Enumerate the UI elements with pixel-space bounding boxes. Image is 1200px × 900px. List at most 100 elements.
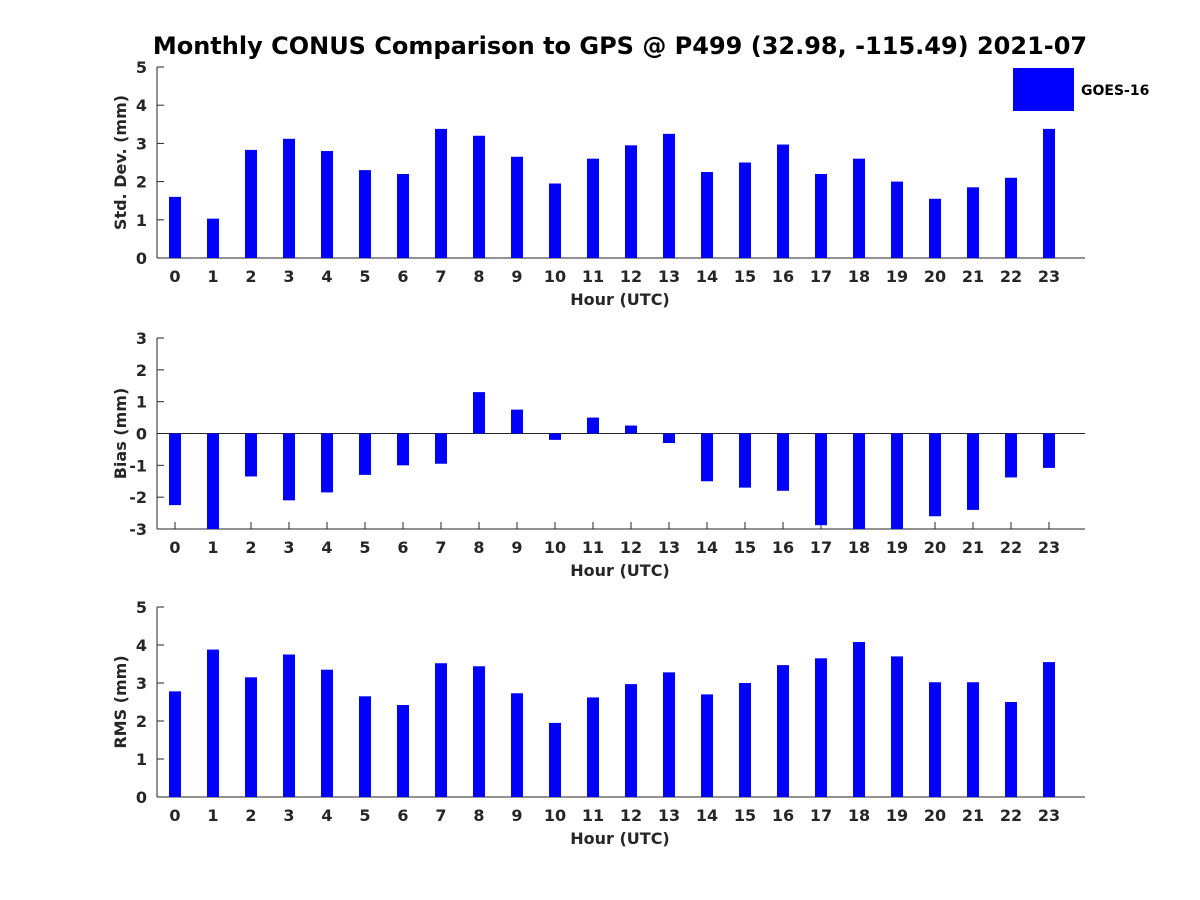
- bias-bar-hour-8: [473, 392, 485, 434]
- bias-x-tick-label: 11: [582, 538, 604, 557]
- bias-y-tick-label: -2: [129, 488, 147, 507]
- std-x-tick-label: 8: [473, 267, 484, 286]
- bias-bar-hour-4: [321, 433, 333, 493]
- std-bar-hour-6: [397, 173, 409, 258]
- rms-bar-hour-8: [473, 666, 485, 797]
- rms-x-tick-label: 4: [321, 806, 332, 825]
- legend-swatch: [1013, 68, 1074, 111]
- std-y-tick-label: 1: [136, 211, 147, 230]
- bias-bar-hour-6: [397, 433, 409, 466]
- bias-bar-hour-2: [245, 433, 257, 477]
- rms-x-tick-label: 7: [435, 806, 446, 825]
- rms-y-tick-label: 5: [136, 598, 147, 617]
- std-bar-hour-0: [169, 196, 181, 258]
- bias-x-tick-label: 5: [359, 538, 370, 557]
- std-x-tick-label: 9: [511, 267, 522, 286]
- std-x-tick-label: 14: [696, 267, 718, 286]
- rms-x-tick-label: 18: [848, 806, 870, 825]
- rms-bar-hour-5: [359, 696, 371, 797]
- bias-x-tick-label: 23: [1038, 538, 1060, 557]
- std-y-tick-label: 0: [136, 249, 147, 268]
- rms-x-label: Hour (UTC): [570, 829, 670, 848]
- bias-x-tick-label: 14: [696, 538, 718, 557]
- std-x-tick-label: 3: [283, 267, 294, 286]
- rms-bar-hour-10: [549, 722, 561, 797]
- bias-y-tick-label: 0: [136, 425, 147, 444]
- rms-x-tick-label: 16: [772, 806, 794, 825]
- rms-bar-hour-21: [967, 682, 979, 797]
- rms-x-tick-label: 23: [1038, 806, 1060, 825]
- chart-title: Monthly CONUS Comparison to GPS @ P499 (…: [153, 32, 1087, 60]
- bias-x-tick-label: 0: [169, 538, 180, 557]
- rms-bar-hour-2: [245, 677, 257, 797]
- std-x-tick-label: 7: [435, 267, 446, 286]
- bias-bar-hour-17: [815, 433, 827, 526]
- rms-x-tick-label: 22: [1000, 806, 1022, 825]
- bias-bar-hour-1: [207, 433, 219, 529]
- bias-bar-hour-9: [511, 409, 523, 434]
- std-x-tick-label: 11: [582, 267, 604, 286]
- std-bar-hour-23: [1043, 128, 1055, 258]
- std-bar-hour-10: [549, 183, 561, 258]
- bias-bar-hour-16: [777, 433, 789, 491]
- bias-y-tick-label: 3: [136, 329, 147, 348]
- rms-x-tick-label: 15: [734, 806, 756, 825]
- rms-x-tick-label: 12: [620, 806, 642, 825]
- std-bar-hour-8: [473, 135, 485, 258]
- bias-x-label: Hour (UTC): [570, 561, 670, 580]
- std-bar-hour-16: [777, 144, 789, 258]
- bias-bar-hour-11: [587, 417, 599, 434]
- bias-x-tick-label: 18: [848, 538, 870, 557]
- std-bar-hour-1: [207, 218, 219, 258]
- std-x-tick-label: 0: [169, 267, 180, 286]
- rms-y-label: RMS (mm): [111, 655, 130, 748]
- std-x-tick-label: 2: [245, 267, 256, 286]
- std-bar-hour-3: [283, 138, 295, 258]
- std-x-tick-label: 22: [1000, 267, 1022, 286]
- std-bar-hour-22: [1005, 177, 1017, 258]
- bias-x-tick-label: 6: [397, 538, 408, 557]
- std-y-tick-label: 5: [136, 58, 147, 77]
- rms-bar-hour-11: [587, 697, 599, 797]
- bias-x-tick-label: 19: [886, 538, 908, 557]
- bias-x-tick-label: 1: [207, 538, 218, 557]
- legend: GOES-16: [1013, 68, 1149, 111]
- std-x-tick-label: 1: [207, 267, 218, 286]
- bias-y-label: Bias (mm): [111, 388, 130, 480]
- bias-bar-hour-3: [283, 433, 295, 501]
- std-bar-hour-13: [663, 133, 675, 258]
- rms-x-tick-label: 21: [962, 806, 984, 825]
- bias-bar-hour-5: [359, 433, 371, 475]
- bias-bar-hour-19: [891, 433, 903, 529]
- bias-x-tick-label: 16: [772, 538, 794, 557]
- rms-bar-hour-3: [283, 654, 295, 797]
- bias-bar-hour-20: [929, 433, 941, 517]
- rms-x-tick-label: 3: [283, 806, 294, 825]
- std-bar-hour-9: [511, 156, 523, 258]
- std-x-tick-label: 17: [810, 267, 832, 286]
- rms-x-tick-label: 10: [544, 806, 566, 825]
- bias-x-tick-label: 9: [511, 538, 522, 557]
- bias-bar-hour-13: [663, 433, 675, 444]
- std-x-tick-label: 19: [886, 267, 908, 286]
- rms-bar-hour-17: [815, 658, 827, 797]
- rms-bar-hour-9: [511, 693, 523, 797]
- rms-x-tick-label: 1: [207, 806, 218, 825]
- std-bar-hour-17: [815, 173, 827, 258]
- bias-bar-hour-23: [1043, 433, 1055, 468]
- bias-bar-hour-7: [435, 433, 447, 464]
- std-bar-hour-2: [245, 149, 257, 258]
- rms-y-tick-label: 1: [136, 750, 147, 769]
- std-bar-hour-20: [929, 198, 941, 258]
- rms-bar-hour-23: [1043, 662, 1055, 797]
- legend-label: GOES-16: [1081, 83, 1149, 99]
- rms-x-tick-label: 17: [810, 806, 832, 825]
- bias-bar-hour-18: [853, 433, 865, 529]
- std-bar-hour-5: [359, 170, 371, 258]
- std-y-label: Std. Dev. (mm): [111, 95, 130, 230]
- rms-bar-hour-16: [777, 665, 789, 797]
